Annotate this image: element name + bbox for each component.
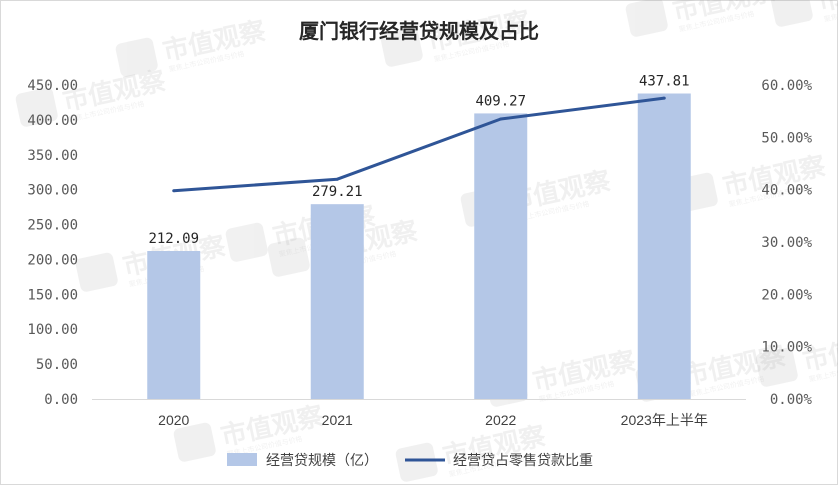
- y-left-tick-label: 200.00: [27, 252, 78, 268]
- bar-data-label: 279.21: [312, 184, 363, 200]
- watermark-logo-icon: [75, 252, 118, 292]
- watermark-logo-icon: [115, 37, 158, 77]
- y-left-tick-label: 350.00: [27, 148, 78, 164]
- y-right-tick-label: 20.00%: [761, 287, 812, 303]
- watermark-logo-icon: [380, 27, 423, 67]
- watermark-text: 市值观察: [815, 0, 838, 17]
- legend-bar-swatch: [227, 453, 257, 466]
- watermark-logo-icon: [395, 442, 438, 482]
- watermark-logo-icon: [267, 237, 310, 277]
- line-point: [172, 189, 176, 193]
- y-left-tick-label: 300.00: [27, 183, 78, 199]
- y-left-tick-label: 250.00: [27, 218, 78, 234]
- legend: 经营贷规模（亿） 经营贷占零售贷款比重: [227, 453, 593, 469]
- watermark-logo-icon: [173, 422, 216, 462]
- y-left-tick-label: 0.00: [44, 392, 78, 408]
- bar: [637, 93, 691, 399]
- y-right-tick-label: 60.00%: [761, 78, 812, 94]
- bar-data-label: 212.09: [148, 231, 199, 247]
- line-point: [662, 96, 666, 100]
- legend-bar-label: 经营贷规模（亿）: [266, 453, 378, 469]
- y-right-tick-label: 0.00%: [770, 392, 813, 408]
- y-left-tick-label: 100.00: [27, 322, 78, 338]
- legend-line-label: 经营贷占零售贷款比重: [453, 453, 593, 469]
- y-right-tick-label: 40.00%: [761, 183, 812, 199]
- bar: [474, 113, 528, 400]
- watermark-logo-icon: [755, 347, 798, 387]
- bar: [147, 251, 201, 399]
- line-series: [173, 96, 665, 193]
- chart-title: 厦门银行经营贷规模及占比: [299, 19, 539, 43]
- y-right-tick-label: 50.00%: [761, 130, 812, 146]
- y-right-tick-label: 30.00%: [761, 235, 812, 251]
- y-left-tick-label: 450.00: [27, 78, 78, 94]
- y-left-tick-label: 50.00: [36, 357, 78, 373]
- watermark-logo-icon: [625, 0, 668, 37]
- x-tick-label: 2022: [485, 412, 516, 428]
- plot-area: 0.00 50.00 100.00 150.00 200.00 250.00 300.00 3…: [27, 74, 812, 428]
- bar-data-label: 409.27: [475, 93, 526, 109]
- watermark-logo-icon: [225, 222, 268, 262]
- x-tick-label: 2021: [322, 412, 353, 428]
- y-right-tick-label: 10.00%: [761, 340, 812, 356]
- watermark-logo-icon: [15, 87, 58, 127]
- line-point: [499, 117, 503, 121]
- y-left-tick-label: 400.00: [27, 113, 78, 129]
- bar: [310, 204, 364, 399]
- bar-data-label: 437.81: [639, 74, 690, 90]
- x-tick-label: 2020: [158, 412, 189, 428]
- y-left-tick-label: 150.00: [27, 287, 78, 303]
- watermark-logo-icon: [770, 0, 813, 27]
- x-tick-label: 2023年上半年: [621, 412, 708, 428]
- line-point: [335, 177, 339, 181]
